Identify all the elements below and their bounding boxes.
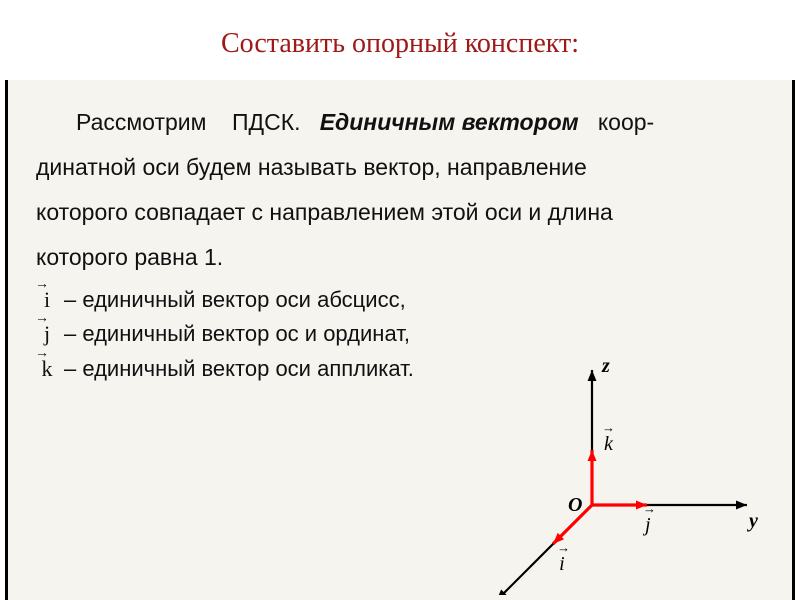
page: Составить опорный конспект: Рассмотрим П… bbox=[0, 0, 800, 600]
definition-text: – единичный вектор оси аппликат. bbox=[64, 352, 414, 386]
content-box: Рассмотрим ПДСК. Единичным вектором коор… bbox=[5, 80, 795, 600]
para-line3: которого совпадает с направлением этой о… bbox=[36, 199, 613, 225]
svg-text:j: j bbox=[642, 514, 651, 536]
svg-text:z: z bbox=[601, 355, 610, 377]
para-line2: динатной оси будем называть вектор, напр… bbox=[36, 154, 587, 180]
para-line4: которого равна 1. bbox=[36, 244, 223, 270]
axes-diagram: xyz→i→j→kO bbox=[442, 335, 772, 595]
page-title: Составить опорный конспект: bbox=[0, 0, 800, 74]
svg-text:O: O bbox=[568, 494, 582, 516]
axes-svg: xyz→i→j→kO bbox=[442, 335, 772, 595]
definition-row: →i – единичный вектор оси абсцисс, bbox=[36, 283, 764, 317]
para-lead: Рассмотрим bbox=[76, 109, 206, 135]
svg-text:y: y bbox=[747, 510, 758, 532]
definition-paragraph: Рассмотрим ПДСК. Единичным вектором коор… bbox=[36, 100, 764, 279]
para-abbrev: ПДСК. bbox=[232, 109, 301, 135]
definition-text: – единичный вектор ос и ординат, bbox=[64, 317, 410, 351]
vector-k-symbol: →k bbox=[36, 352, 58, 386]
para-term: Единичным вектором bbox=[320, 109, 579, 135]
svg-text:i: i bbox=[559, 553, 565, 575]
para-rest1: коор- bbox=[598, 109, 654, 135]
definition-text: – единичный вектор оси абсцисс, bbox=[64, 283, 406, 317]
svg-text:k: k bbox=[604, 433, 614, 455]
